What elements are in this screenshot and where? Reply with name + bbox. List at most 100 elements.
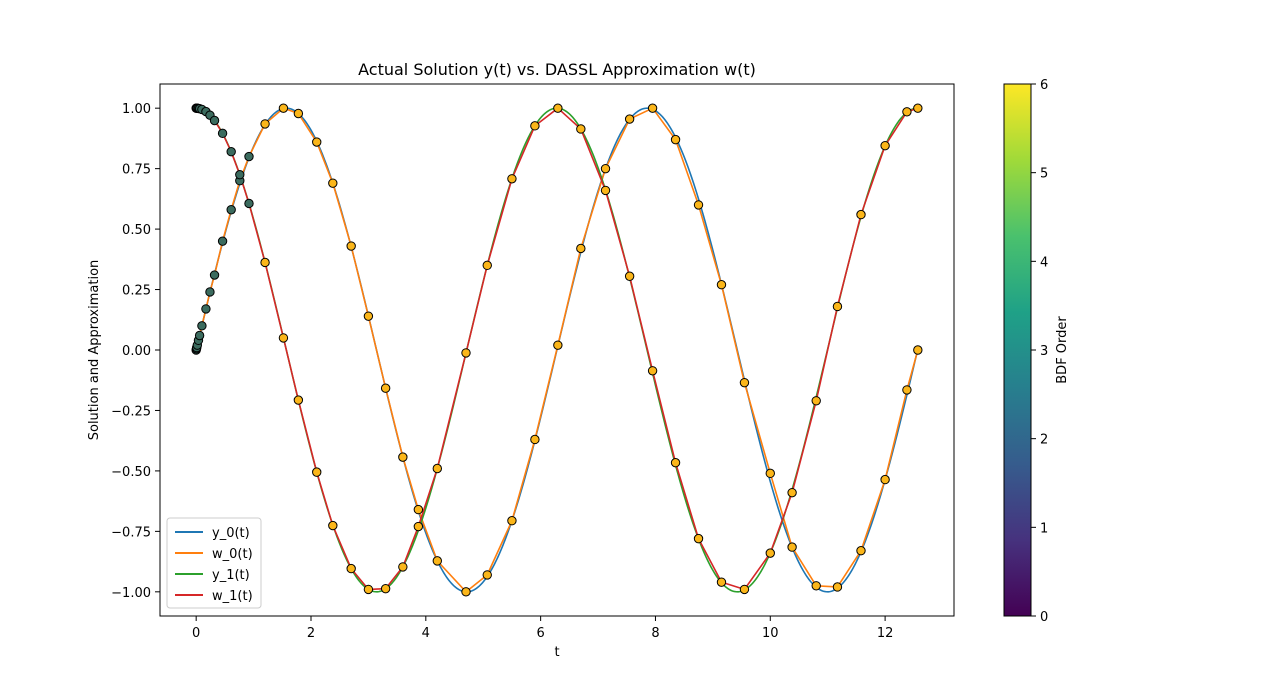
data-point bbox=[209, 270, 220, 280]
x-tick-label: 0 bbox=[192, 626, 200, 641]
data-point bbox=[380, 383, 391, 393]
data-point bbox=[293, 108, 304, 119]
data-point bbox=[832, 582, 843, 592]
x-tick-label: 2 bbox=[307, 626, 315, 641]
data-point bbox=[260, 119, 270, 129]
data-point bbox=[576, 124, 586, 134]
data-point bbox=[278, 333, 289, 343]
y-tick-label: 1.00 bbox=[122, 102, 151, 117]
data-point bbox=[461, 348, 471, 358]
data-point bbox=[507, 516, 517, 526]
data-point bbox=[312, 467, 322, 477]
y-tick-label: −1.00 bbox=[111, 586, 151, 601]
data-point bbox=[432, 556, 442, 566]
data-point bbox=[432, 463, 442, 474]
data-point bbox=[293, 395, 304, 405]
data-point bbox=[624, 114, 635, 124]
data-point bbox=[482, 570, 492, 580]
data-point bbox=[235, 169, 245, 180]
data-point bbox=[856, 209, 866, 220]
data-point bbox=[647, 366, 658, 376]
chart-title: Actual Solution y(t) vs. DASSL Approxima… bbox=[358, 60, 756, 79]
colorbar-label: BDF Order bbox=[1055, 316, 1070, 384]
data-point bbox=[765, 468, 775, 479]
data-point bbox=[716, 280, 727, 290]
y-tick-label: −0.25 bbox=[111, 404, 151, 419]
y-tick-label: 0.75 bbox=[122, 163, 151, 178]
data-point bbox=[716, 577, 727, 587]
x-tick-label: 12 bbox=[877, 626, 894, 641]
colorbar-tick-label: 3 bbox=[1040, 344, 1048, 359]
y-tick-label: −0.50 bbox=[111, 465, 151, 480]
data-point bbox=[693, 200, 704, 210]
data-point bbox=[346, 241, 356, 251]
data-point bbox=[278, 103, 289, 113]
data-point bbox=[902, 385, 912, 395]
x-tick-label: 8 bbox=[651, 626, 659, 641]
data-point bbox=[312, 137, 322, 147]
data-markers bbox=[191, 103, 923, 597]
data-point bbox=[530, 121, 540, 131]
y-tick-label: 0.25 bbox=[122, 284, 151, 299]
y-tick-label: −0.75 bbox=[111, 525, 151, 540]
data-point bbox=[194, 330, 205, 341]
data-point bbox=[244, 198, 254, 209]
data-point bbox=[856, 546, 866, 556]
data-point bbox=[787, 487, 797, 498]
data-point bbox=[363, 311, 374, 321]
data-point bbox=[600, 185, 611, 196]
colorbar-tick-label: 4 bbox=[1040, 255, 1048, 270]
x-tick-label: 6 bbox=[536, 626, 544, 641]
legend-label: y_1(t) bbox=[212, 568, 250, 583]
data-point bbox=[363, 584, 374, 595]
data-point bbox=[398, 452, 408, 462]
legend: y_0(t) w_0(t) y_1(t) w_1(t) bbox=[166, 517, 262, 609]
data-point bbox=[811, 581, 821, 591]
data-point bbox=[553, 103, 563, 113]
data-point bbox=[600, 163, 611, 174]
data-point bbox=[346, 563, 356, 574]
x-axis-label: t bbox=[554, 645, 559, 660]
data-point bbox=[398, 562, 408, 572]
y-tick-label: 0.00 bbox=[122, 344, 151, 359]
colorbar-tick-label: 0 bbox=[1040, 610, 1048, 625]
data-point bbox=[832, 301, 843, 312]
data-point bbox=[217, 236, 228, 246]
data-point bbox=[226, 147, 236, 157]
data-point bbox=[880, 140, 890, 151]
colorbar-tick-label: 5 bbox=[1040, 167, 1048, 182]
data-point bbox=[739, 377, 750, 388]
data-point bbox=[624, 271, 635, 281]
data-point bbox=[328, 178, 338, 188]
data-point bbox=[413, 521, 424, 532]
data-point bbox=[244, 151, 254, 162]
data-point bbox=[647, 103, 658, 113]
legend-label: y_0(t) bbox=[212, 526, 250, 541]
colorbar-tick-label: 2 bbox=[1040, 433, 1048, 448]
data-point bbox=[260, 257, 270, 268]
data-point bbox=[413, 504, 424, 515]
y-tick-label: 0.50 bbox=[122, 223, 151, 238]
data-point bbox=[787, 542, 797, 552]
colorbar-tick-label: 1 bbox=[1040, 521, 1048, 536]
series-lines bbox=[195, 107, 919, 593]
y-axis-ticks: −1.00 −0.75 −0.50 −0.25 0.00 0.25 0.50 0.75 1.00 bbox=[111, 102, 160, 601]
data-point bbox=[880, 474, 890, 485]
data-point bbox=[209, 115, 220, 126]
data-point bbox=[902, 107, 912, 117]
data-point bbox=[201, 304, 211, 314]
series-line-1 bbox=[195, 107, 919, 593]
x-axis-ticks: 0 2 4 6 8 10 12 bbox=[192, 616, 893, 641]
x-tick-label: 10 bbox=[762, 626, 779, 641]
data-point bbox=[913, 345, 923, 355]
data-point bbox=[693, 533, 704, 544]
x-tick-label: 4 bbox=[422, 626, 430, 641]
data-point bbox=[670, 134, 681, 145]
data-point bbox=[553, 340, 563, 350]
data-point bbox=[507, 174, 517, 184]
data-point bbox=[530, 434, 540, 445]
data-point bbox=[380, 583, 391, 594]
data-point bbox=[811, 396, 821, 406]
data-point bbox=[765, 548, 775, 558]
